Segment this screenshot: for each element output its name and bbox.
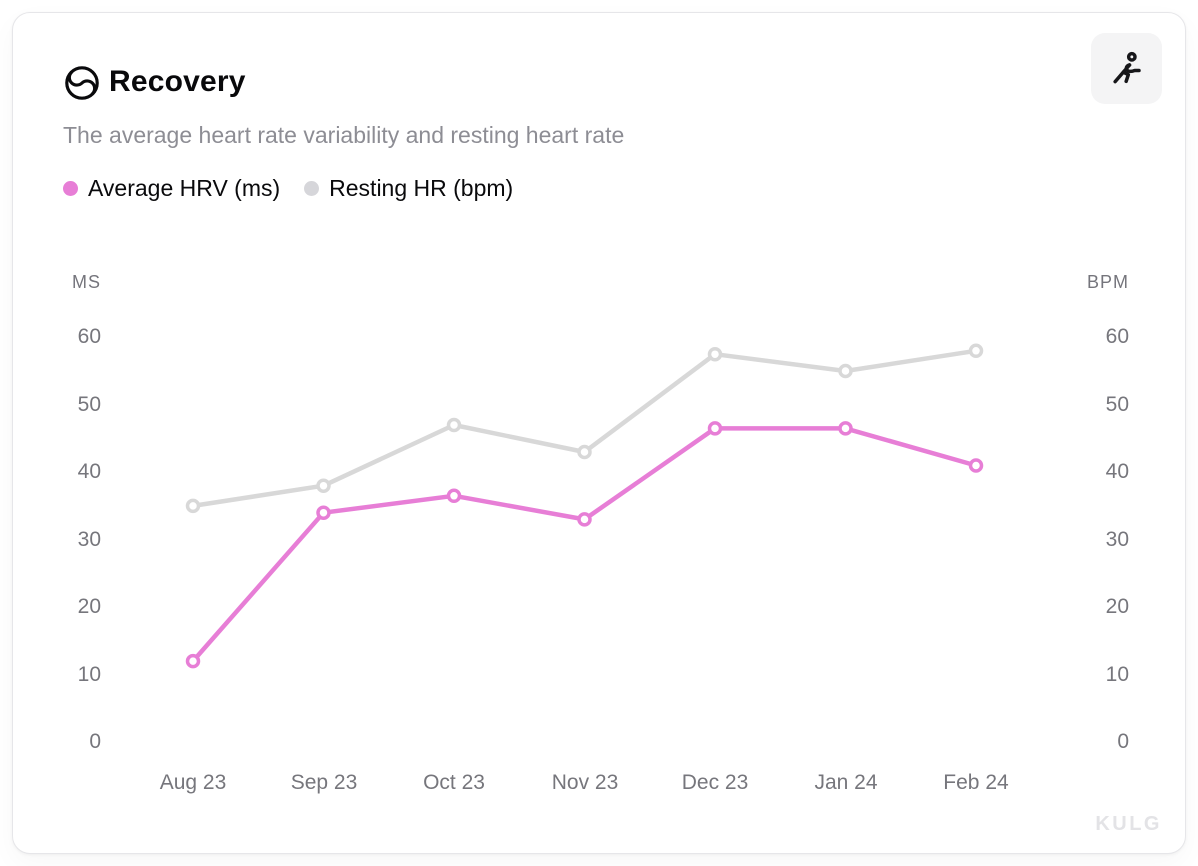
y-tick-label: 10 [1105,663,1129,686]
data-point-marker [446,417,462,433]
y-tick-label: 50 [77,393,101,416]
legend-item-average-hrv: Average HRV (ms) [63,175,280,201]
data-point-marker [968,343,984,359]
x-tick-label: Oct 23 [423,771,485,794]
chart-legend: Average HRV (ms) Resting HR (bpm) [63,175,513,201]
data-point-marker [707,346,723,362]
legend-label-hr: Resting HR (bpm) [329,175,514,201]
y-tick-label: 30 [77,528,101,551]
activity-button[interactable] [1091,33,1162,104]
x-tick-label: Dec 23 [681,771,749,794]
x-tick-label: Aug 23 [159,771,227,794]
y-tick-label: 0 [1117,730,1129,753]
x-tick-label: Nov 23 [551,771,619,794]
recovery-card: Recovery The average heart rate variabil… [12,12,1186,854]
legend-label-hrv: Average HRV (ms) [88,175,281,201]
y-tick-label: 30 [1105,528,1129,551]
y-axis-title-right: BPM [1086,272,1129,292]
series-line [190,348,979,509]
y-tick-label: 50 [1105,393,1129,416]
recovery-icon [63,64,101,102]
legend-dot-hr [304,180,320,196]
y-tick-label: 20 [77,595,101,618]
y-tick-label: 40 [77,460,101,483]
x-tick-label: Jan 24 [814,771,878,794]
data-point-marker [577,444,592,460]
y-axis-title-left: MS [72,272,101,292]
page-title: Recovery [109,65,246,98]
data-point-marker [577,512,592,527]
data-point-marker [838,363,853,379]
legend-dot-hrv [63,180,78,196]
y-tick-label: 20 [1105,595,1129,618]
x-tick-label: Sep 23 [290,771,358,794]
watermark: KULG [1095,813,1162,835]
x-tick-label: Feb 24 [943,771,1009,794]
legend-item-resting-hr: Resting HR (bpm) [304,175,513,201]
y-tick-label: 0 [89,730,101,753]
y-tick-label: 60 [1105,325,1129,348]
data-point-marker [446,488,462,504]
data-point-marker [838,421,853,436]
data-point-marker [185,653,201,669]
data-point-marker [185,498,201,514]
line-chart [185,343,984,669]
series-line [190,426,979,664]
data-point-marker [316,505,331,520]
data-point-marker [316,478,331,493]
data-point-marker [707,421,723,436]
y-tick-label: 40 [1105,460,1129,483]
runner-icon [1107,49,1147,89]
data-point-marker [968,458,984,473]
y-tick-label: 60 [77,325,101,348]
y-tick-label: 10 [77,663,101,686]
card-subtitle: The average heart rate variability and r… [63,122,625,148]
